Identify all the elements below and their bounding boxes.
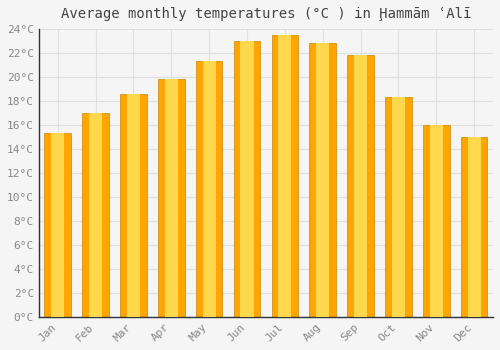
Bar <box>234 41 260 317</box>
Bar <box>385 97 411 317</box>
Bar <box>461 137 487 317</box>
Bar <box>127 94 140 317</box>
Bar <box>120 94 146 317</box>
Title: Average monthly temperatures (°C ) in Ḩammām ʿAlī: Average monthly temperatures (°C ) in Ḩa… <box>60 7 471 21</box>
Bar <box>348 55 374 317</box>
Bar <box>196 62 222 317</box>
Bar <box>278 35 291 317</box>
Bar <box>240 41 254 317</box>
Bar <box>392 97 405 317</box>
Bar <box>44 133 71 317</box>
Bar <box>89 113 102 317</box>
Bar <box>272 35 298 317</box>
Bar <box>430 125 443 317</box>
Bar <box>354 55 367 317</box>
Bar <box>51 133 64 317</box>
Bar <box>310 43 336 317</box>
Bar <box>202 62 216 317</box>
Bar <box>468 137 481 317</box>
Bar <box>82 113 109 317</box>
Bar <box>164 79 178 317</box>
Bar <box>423 125 450 317</box>
Bar <box>316 43 330 317</box>
Bar <box>158 79 184 317</box>
